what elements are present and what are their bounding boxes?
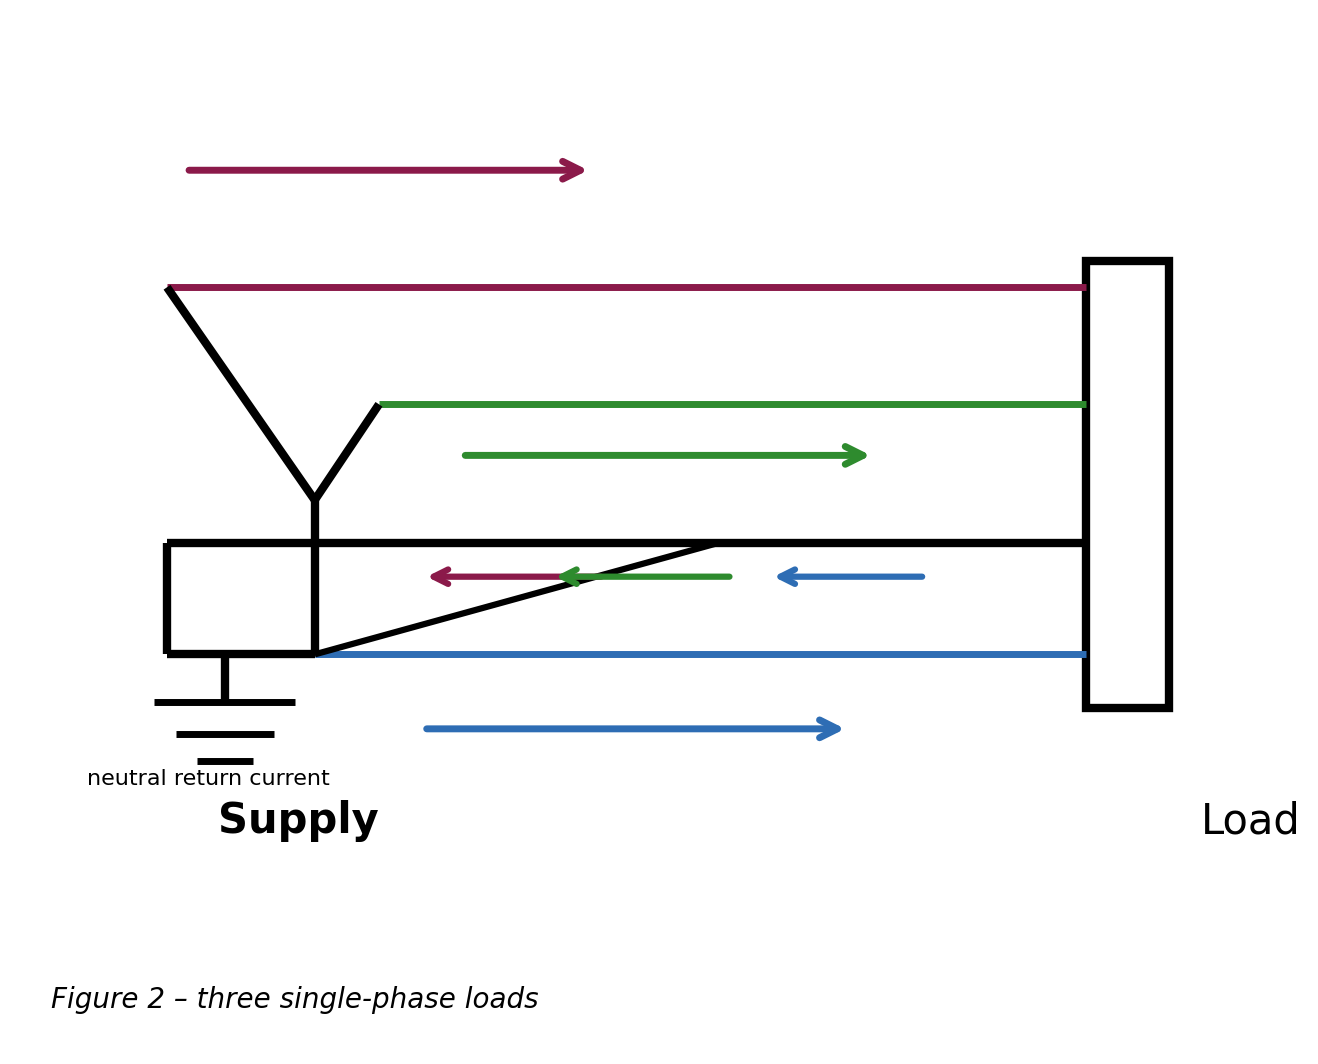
- Bar: [1086, 261, 1169, 708]
- Text: neutral return current: neutral return current: [87, 769, 330, 788]
- Text: Load: Load: [1201, 800, 1301, 843]
- Text: Supply: Supply: [219, 800, 380, 843]
- Text: Figure 2 – three single-phase loads: Figure 2 – three single-phase loads: [51, 986, 539, 1014]
